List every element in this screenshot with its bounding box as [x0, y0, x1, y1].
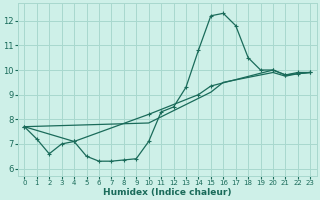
- X-axis label: Humidex (Indice chaleur): Humidex (Indice chaleur): [103, 188, 232, 197]
